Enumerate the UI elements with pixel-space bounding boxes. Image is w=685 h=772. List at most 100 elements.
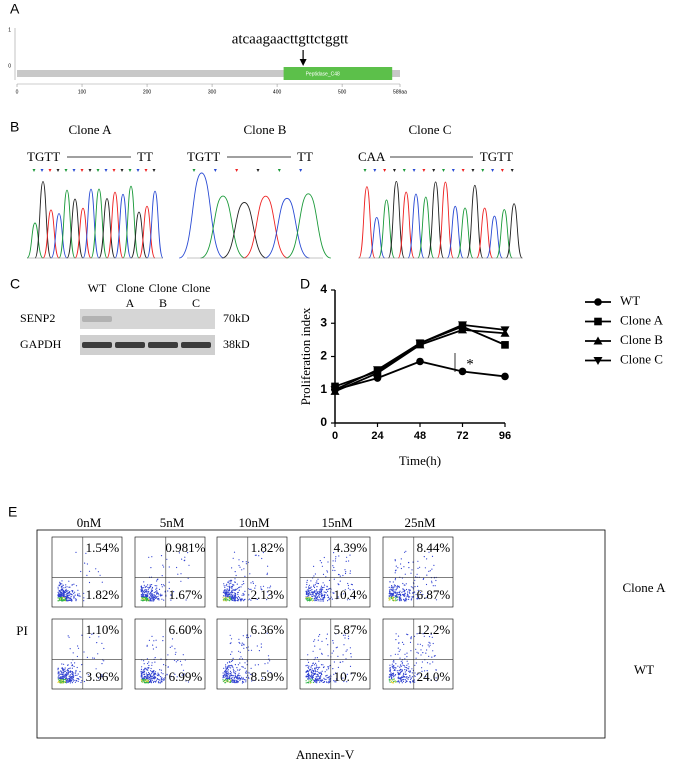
dot <box>349 589 351 591</box>
dot <box>404 551 406 553</box>
dot <box>62 588 64 590</box>
frame <box>36 529 606 739</box>
dot <box>409 592 411 594</box>
dot <box>71 591 74 593</box>
x-tick-label: 0 <box>16 89 19 95</box>
dot <box>316 582 318 585</box>
dot <box>311 598 313 600</box>
dot <box>319 589 321 591</box>
dot <box>242 681 244 683</box>
dot <box>149 593 151 595</box>
x-axis-label: Annexin-V <box>296 747 355 762</box>
dot <box>57 667 59 669</box>
q2-percent: 6.60% <box>169 622 203 637</box>
dot <box>389 681 391 683</box>
dot <box>158 673 160 675</box>
dot <box>404 653 406 655</box>
dot <box>58 677 61 679</box>
dot <box>146 590 148 593</box>
dot <box>143 591 145 593</box>
dot <box>237 591 239 594</box>
dot <box>66 673 68 675</box>
dot <box>397 567 399 569</box>
dot <box>266 599 268 601</box>
dot <box>65 674 67 677</box>
dot <box>152 681 155 684</box>
dot <box>331 598 333 600</box>
dot <box>179 660 182 662</box>
q3-percent: 10.4% <box>334 587 368 602</box>
dot <box>408 670 410 672</box>
dot <box>320 585 323 587</box>
trace <box>200 195 246 259</box>
dot <box>398 642 400 644</box>
dot <box>393 665 395 667</box>
dot <box>147 584 149 586</box>
dot <box>73 595 75 597</box>
marker <box>458 367 467 376</box>
dot <box>231 660 234 662</box>
dot <box>319 560 321 562</box>
dot <box>326 571 329 573</box>
dot <box>96 642 98 644</box>
base-marker <box>299 169 303 172</box>
dot <box>231 651 233 653</box>
dot <box>59 599 61 601</box>
dot <box>409 675 411 677</box>
dot <box>241 642 243 644</box>
dot <box>93 657 95 659</box>
dot <box>222 672 224 674</box>
dot <box>237 669 239 671</box>
dot <box>170 599 172 601</box>
dot <box>225 595 227 597</box>
dot <box>224 586 226 589</box>
dot <box>403 595 405 597</box>
dot <box>157 678 159 681</box>
dot <box>318 660 320 662</box>
dot <box>400 593 402 595</box>
dot <box>224 674 227 676</box>
dot <box>306 599 308 601</box>
dot <box>399 590 401 592</box>
dot <box>403 566 405 568</box>
dot <box>231 680 233 683</box>
trace <box>26 222 44 259</box>
dot <box>309 675 311 678</box>
dot <box>147 591 149 593</box>
dot <box>349 598 351 601</box>
dot <box>68 580 70 582</box>
dot <box>310 676 312 678</box>
dot <box>67 590 69 592</box>
dot <box>255 585 257 587</box>
dot <box>268 594 270 597</box>
dot <box>232 679 234 681</box>
dot <box>344 589 346 591</box>
dot <box>406 593 409 595</box>
annotation: * <box>466 356 474 372</box>
dot <box>425 652 427 654</box>
dot <box>57 586 59 588</box>
dot <box>309 598 311 600</box>
dot <box>243 583 245 585</box>
dot <box>72 672 74 674</box>
dot <box>267 587 269 589</box>
dot <box>400 599 402 602</box>
dot <box>428 655 430 658</box>
dot <box>77 593 79 595</box>
dot <box>266 573 268 576</box>
dot <box>320 590 323 593</box>
dot <box>240 600 242 602</box>
dot <box>404 592 406 594</box>
dot <box>67 595 69 597</box>
dot <box>405 598 407 600</box>
dot <box>388 597 390 600</box>
dot <box>227 665 229 667</box>
x-tick-label: 589aa <box>393 89 407 95</box>
dot <box>74 594 76 596</box>
dot <box>223 600 225 602</box>
dot <box>393 596 395 598</box>
dot <box>416 633 418 635</box>
dot <box>147 586 149 589</box>
dot <box>407 591 409 593</box>
dot <box>71 677 73 680</box>
